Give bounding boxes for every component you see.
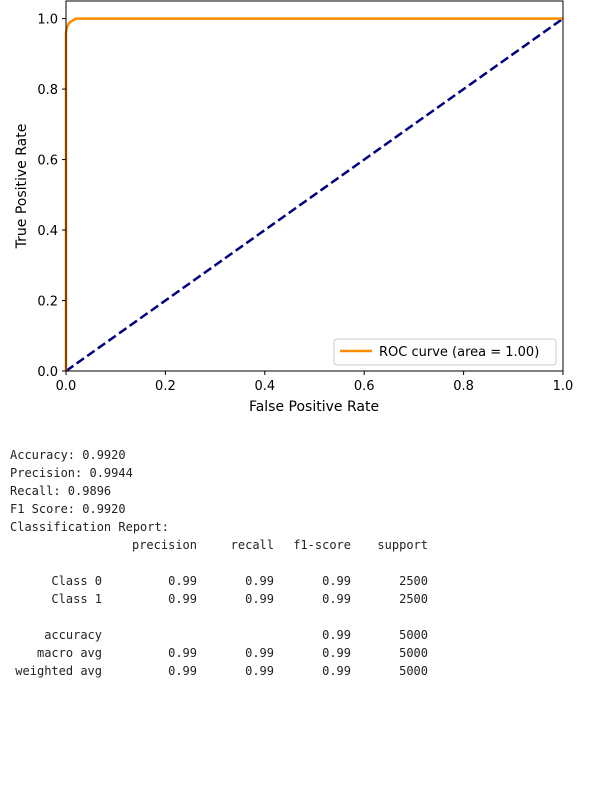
row-recall: 0.99 xyxy=(245,646,274,660)
report-row-class-0: Class 0 0.99 0.99 0.99 2500 xyxy=(10,572,570,590)
y-tick-label: 0.8 xyxy=(37,83,58,98)
row-support: 2500 xyxy=(399,574,428,588)
y-tick-label: 0.4 xyxy=(37,224,58,239)
report-row-weighted-avg: weighted avg 0.99 0.99 0.99 5000 xyxy=(10,662,570,680)
header-f1-score: f1-score xyxy=(293,538,351,552)
row-recall: 0.99 xyxy=(245,574,274,588)
x-tick-label: 0.2 xyxy=(155,379,176,394)
x-tick-label: 1.0 xyxy=(553,379,574,394)
metrics-report: Accuracy: 0.9920 Precision: 0.9944 Recal… xyxy=(10,446,570,680)
row-support: 2500 xyxy=(399,592,428,606)
y-tick-label: 0.2 xyxy=(37,295,58,310)
y-tick-label: 0.6 xyxy=(37,154,58,169)
y-tick-label: 1.0 xyxy=(37,13,58,28)
chance-diagonal-line xyxy=(65,17,564,373)
header-recall: recall xyxy=(230,538,274,552)
y-axis-ticks: 0.0 0.2 0.4 0.6 0.8 1.0 xyxy=(37,13,66,380)
row-f1-score: 0.99 xyxy=(322,646,351,660)
row-f1-score: 0.99 xyxy=(322,574,351,588)
y-tick-label: 0.0 xyxy=(37,365,58,380)
row-f1-score: 0.99 xyxy=(322,664,351,678)
roc-chart: 0.0 0.2 0.4 0.6 0.8 1.0 0.0 0.2 0.4 0.6 0.8 1.0 Fa… xyxy=(14,0,574,415)
row-support: 5000 xyxy=(399,664,428,678)
x-axis-ticks: 0.0 0.2 0.4 0.6 0.8 1.0 xyxy=(56,371,574,394)
plot-area xyxy=(64,0,564,373)
header-support: support xyxy=(377,538,428,552)
row-label: weighted avg xyxy=(15,664,102,678)
row-label: accuracy xyxy=(44,628,102,642)
report-spacer xyxy=(10,608,570,626)
row-precision: 0.99 xyxy=(168,574,197,588)
x-tick-label: 0.6 xyxy=(354,379,375,394)
data-layer xyxy=(64,17,564,373)
report-row-accuracy: accuracy 0.99 5000 xyxy=(10,626,570,644)
legend-box xyxy=(333,338,557,366)
row-support: 5000 xyxy=(399,628,428,642)
f1-score-metric: F1 Score: 0.9920 xyxy=(10,502,126,516)
legend: ROC curve (area = 1.00) xyxy=(333,338,557,366)
report-spacer xyxy=(10,554,570,572)
report-row-macro-avg: macro avg 0.99 0.99 0.99 5000 xyxy=(10,644,570,662)
recall-metric: Recall: 0.9896 xyxy=(10,484,112,498)
classification-report-title: Classification Report: xyxy=(10,520,169,534)
row-f1-score: 0.99 xyxy=(322,628,351,642)
x-tick-label: 0.4 xyxy=(254,379,275,394)
row-recall: 0.99 xyxy=(245,592,274,606)
report-header-row: precision recall f1-score support xyxy=(10,536,570,554)
header-precision: precision xyxy=(131,538,197,552)
row-precision: 0.99 xyxy=(168,664,197,678)
x-tick-label: 0.8 xyxy=(453,379,474,394)
row-precision: 0.99 xyxy=(168,592,197,606)
row-label: macro avg xyxy=(36,646,102,660)
row-label: Class 1 xyxy=(51,592,102,606)
row-support: 5000 xyxy=(399,646,428,660)
x-tick-label: 0.0 xyxy=(56,379,77,394)
legend-label: ROC curve (area = 1.00) xyxy=(379,345,539,360)
report-row-class-1: Class 1 0.99 0.99 0.99 2500 xyxy=(10,590,570,608)
row-label: Class 0 xyxy=(51,574,102,588)
x-axis-label: False Positive Rate xyxy=(249,399,379,415)
row-f1-score: 0.99 xyxy=(322,592,351,606)
y-axis-label: True Positive Rate xyxy=(14,124,30,250)
precision-metric: Precision: 0.9944 xyxy=(10,466,133,480)
row-recall: 0.99 xyxy=(245,664,274,678)
row-precision: 0.99 xyxy=(168,646,197,660)
plot-frame xyxy=(65,0,564,372)
accuracy-metric: Accuracy: 0.9920 xyxy=(10,448,126,462)
